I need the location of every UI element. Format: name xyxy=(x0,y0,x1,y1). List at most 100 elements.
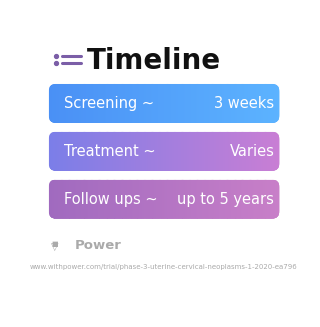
Bar xyxy=(155,180,156,219)
Bar xyxy=(139,180,140,219)
Bar xyxy=(165,84,166,123)
Bar xyxy=(56,84,57,123)
Bar xyxy=(106,180,108,219)
Bar xyxy=(94,132,95,171)
Bar xyxy=(87,180,88,219)
Bar xyxy=(52,180,53,219)
Bar xyxy=(240,84,242,123)
Bar xyxy=(263,132,265,171)
Bar xyxy=(150,180,152,219)
Bar xyxy=(59,132,60,171)
Bar xyxy=(243,84,244,123)
Bar xyxy=(146,84,147,123)
Bar xyxy=(213,84,215,123)
Bar xyxy=(274,84,275,123)
Bar xyxy=(118,132,119,171)
Bar xyxy=(213,180,215,219)
Bar xyxy=(69,84,71,123)
Bar xyxy=(180,84,181,123)
Bar xyxy=(143,132,145,171)
Bar xyxy=(162,180,163,219)
Bar xyxy=(80,84,81,123)
Bar xyxy=(190,84,192,123)
Bar xyxy=(142,132,143,171)
Bar xyxy=(56,180,57,219)
Bar xyxy=(247,132,248,171)
Bar xyxy=(152,180,154,219)
Bar xyxy=(270,84,271,123)
Bar xyxy=(106,84,108,123)
Bar xyxy=(113,132,115,171)
Text: Power: Power xyxy=(75,239,122,252)
Bar xyxy=(173,84,175,123)
Bar xyxy=(84,180,86,219)
Bar xyxy=(179,132,180,171)
Bar xyxy=(230,132,231,171)
Bar xyxy=(94,84,95,123)
Bar xyxy=(211,180,213,219)
Bar xyxy=(177,180,178,219)
Bar xyxy=(224,84,225,123)
Bar xyxy=(73,180,74,219)
Bar xyxy=(53,84,55,123)
Bar xyxy=(172,84,173,123)
Bar xyxy=(223,132,224,171)
Bar xyxy=(251,180,252,219)
FancyBboxPatch shape xyxy=(49,132,279,171)
Bar xyxy=(204,180,206,219)
Bar xyxy=(139,84,140,123)
Bar xyxy=(252,132,253,171)
Bar xyxy=(275,180,276,219)
Bar xyxy=(59,84,60,123)
Bar xyxy=(189,132,191,171)
Bar xyxy=(222,132,223,171)
Bar xyxy=(113,84,115,123)
Bar xyxy=(269,84,270,123)
Bar xyxy=(53,180,55,219)
Bar xyxy=(228,180,229,219)
Bar xyxy=(82,132,84,171)
Bar xyxy=(264,84,266,123)
Text: Varies: Varies xyxy=(229,144,274,159)
Bar xyxy=(266,132,267,171)
Bar xyxy=(255,132,257,171)
Bar xyxy=(128,180,130,219)
Bar xyxy=(152,84,154,123)
Bar xyxy=(79,180,80,219)
Bar xyxy=(169,180,170,219)
Bar xyxy=(277,84,278,123)
Bar xyxy=(100,84,102,123)
Bar xyxy=(58,132,59,171)
Bar xyxy=(194,180,196,219)
Bar xyxy=(195,180,196,219)
Bar xyxy=(184,180,185,219)
Bar xyxy=(81,180,82,219)
Bar xyxy=(264,132,266,171)
Bar xyxy=(58,84,59,123)
Bar xyxy=(69,180,71,219)
Bar xyxy=(144,180,146,219)
Bar xyxy=(134,132,135,171)
Bar xyxy=(217,180,219,219)
Bar xyxy=(244,132,245,171)
Bar xyxy=(216,180,217,219)
Bar xyxy=(224,132,225,171)
Bar xyxy=(241,84,243,123)
Bar xyxy=(85,84,87,123)
Bar xyxy=(179,180,180,219)
Bar xyxy=(90,84,92,123)
Bar xyxy=(187,132,188,171)
Bar xyxy=(167,84,169,123)
Bar xyxy=(268,132,269,171)
Bar xyxy=(254,84,255,123)
Bar xyxy=(128,84,130,123)
Bar xyxy=(111,84,112,123)
Bar xyxy=(249,132,251,171)
Bar xyxy=(215,84,216,123)
Bar xyxy=(247,84,248,123)
Bar xyxy=(202,84,204,123)
Bar xyxy=(249,84,251,123)
Bar xyxy=(252,84,253,123)
Bar xyxy=(98,180,100,219)
Bar xyxy=(157,132,158,171)
